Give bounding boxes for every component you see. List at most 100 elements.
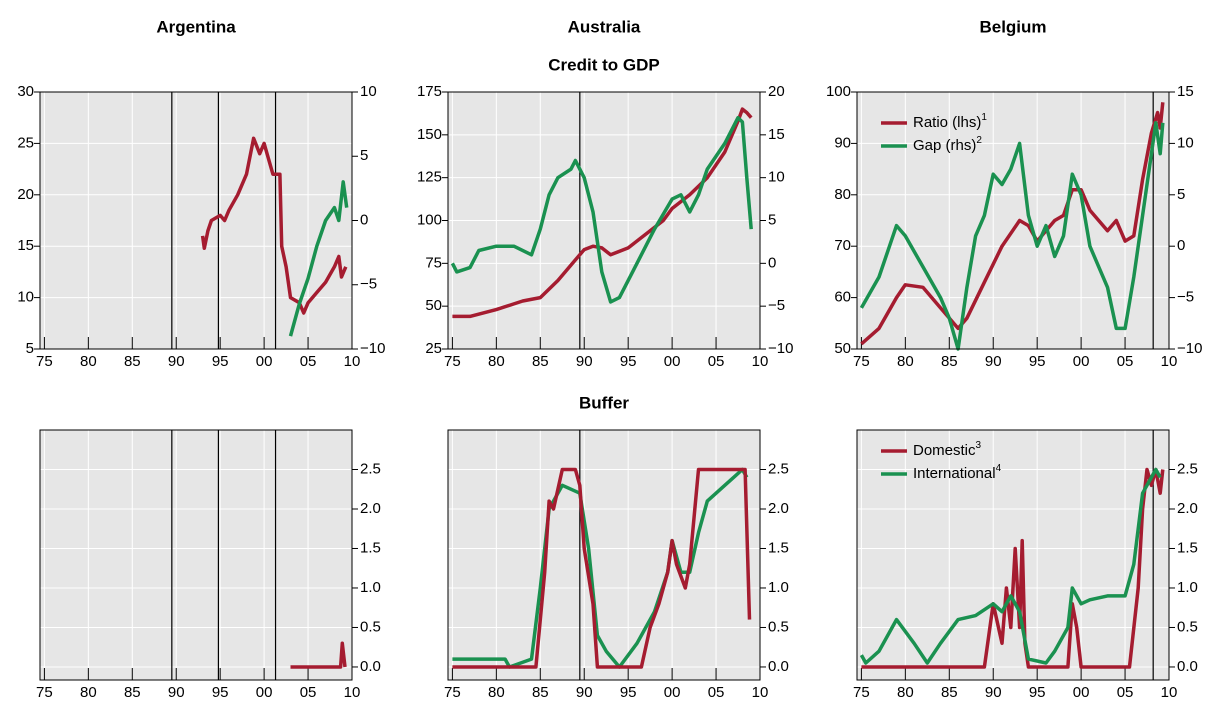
x-tick-label: 10: [752, 353, 769, 370]
x-tick-label: 80: [897, 684, 914, 701]
plot-area: [857, 92, 1169, 349]
y2-tick-label: 0: [360, 211, 368, 228]
x-tick-label: 85: [941, 684, 958, 701]
x-tick-label: 00: [256, 353, 273, 370]
x-tick-label: 00: [664, 684, 681, 701]
y2-tick-label: −5: [1177, 289, 1194, 306]
x-tick-label: 10: [344, 684, 361, 701]
x-tick-label: 75: [36, 353, 53, 370]
y2-tick-label: 1.0: [768, 579, 789, 596]
x-tick-label: 05: [708, 684, 725, 701]
x-tick-label: 05: [1117, 353, 1134, 370]
y2-tick-label: 2.0: [768, 500, 789, 517]
legend-label: Gap (rhs)2: [913, 135, 982, 154]
x-tick-label: 00: [1073, 353, 1090, 370]
x-tick-label: 05: [300, 684, 317, 701]
y-tick-label: 50: [834, 340, 851, 357]
y-tick-label: 10: [17, 289, 34, 306]
y-tick-label: 25: [425, 340, 442, 357]
series-line: [450, 115, 753, 304]
legend-label: Domestic3: [913, 440, 982, 459]
y2-tick-label: 2.5: [360, 460, 381, 477]
y2-tick-label: 0: [1177, 237, 1185, 254]
x-tick-label: 80: [488, 353, 505, 370]
x-tick-label: 95: [1029, 684, 1046, 701]
y-tick-label: 150: [417, 126, 442, 143]
plot-frame: [856, 91, 1170, 350]
x-tick-label: 05: [708, 353, 725, 370]
y2-tick-label: 10: [1177, 134, 1194, 151]
y-tick-label: 100: [826, 83, 851, 100]
x-tick-label: 10: [1161, 353, 1178, 370]
plot-frame: [447, 429, 761, 681]
column-title: Argentina: [156, 17, 236, 36]
y2-tick-label: 15: [1177, 83, 1194, 100]
y2-tick-label: 2.5: [768, 460, 789, 477]
x-tick-label: 10: [1161, 684, 1178, 701]
plot-area: [40, 430, 352, 680]
y2-tick-label: 1.5: [360, 539, 381, 556]
y-tick-label: 175: [417, 83, 442, 100]
y-tick-label: 100: [417, 211, 442, 228]
y2-tick-label: 1.5: [768, 539, 789, 556]
x-tick-label: 75: [36, 684, 53, 701]
y2-tick-label: 1.5: [1177, 539, 1198, 556]
y2-tick-label: −5: [360, 276, 377, 293]
x-tick-label: 90: [985, 353, 1002, 370]
y-tick-label: 90: [834, 134, 851, 151]
legend-name: International: [913, 465, 996, 482]
y2-tick-label: 1.0: [360, 579, 381, 596]
plot-area: [448, 430, 760, 680]
plot-frame: [856, 429, 1170, 681]
x-tick-label: 90: [985, 684, 1002, 701]
y2-tick-label: 5: [1177, 186, 1185, 203]
y-tick-label: 70: [834, 237, 851, 254]
x-tick-label: 95: [1029, 353, 1046, 370]
y-tick-label: 75: [425, 254, 442, 271]
y-tick-label: 20: [17, 186, 34, 203]
x-tick-label: 90: [576, 353, 593, 370]
x-tick-label: 90: [576, 684, 593, 701]
column-title: Australia: [568, 17, 641, 36]
y2-tick-label: 20: [768, 83, 785, 100]
x-tick-label: 95: [212, 353, 229, 370]
y2-tick-label: 0.5: [768, 618, 789, 635]
series-line: [859, 467, 1162, 665]
x-tick-label: 85: [124, 353, 141, 370]
x-tick-label: 85: [941, 353, 958, 370]
y2-tick-label: 0.0: [1177, 658, 1198, 675]
series-line: [452, 107, 753, 319]
y-tick-label: 5: [26, 340, 34, 357]
legend-note: 3: [976, 440, 982, 451]
x-tick-label: 95: [620, 684, 637, 701]
y2-tick-label: 0.0: [360, 658, 381, 675]
x-tick-label: 80: [80, 684, 97, 701]
y2-tick-label: 15: [768, 126, 785, 143]
y2-tick-label: 0.5: [1177, 618, 1198, 635]
y2-tick-label: 2.0: [1177, 500, 1198, 517]
x-tick-label: 85: [532, 353, 549, 370]
y2-tick-label: −10: [1177, 340, 1202, 357]
y2-tick-label: 5: [360, 147, 368, 164]
y-tick-label: 60: [834, 289, 851, 306]
y2-tick-label: 0: [768, 254, 776, 271]
x-tick-label: 00: [664, 353, 681, 370]
y2-tick-label: 2.0: [360, 500, 381, 517]
x-tick-label: 75: [444, 353, 461, 370]
x-tick-label: 05: [1117, 684, 1134, 701]
x-tick-label: 95: [620, 353, 637, 370]
x-tick-label: 95: [212, 684, 229, 701]
x-tick-label: 90: [168, 684, 185, 701]
x-tick-label: 10: [752, 684, 769, 701]
legend-note: 4: [996, 463, 1002, 474]
x-tick-label: 05: [300, 353, 317, 370]
y2-tick-label: −5: [768, 297, 785, 314]
legend-label: International4: [913, 463, 1002, 482]
y-tick-label: 15: [17, 237, 34, 254]
plot-frame: [447, 91, 761, 350]
x-tick-label: 75: [853, 353, 870, 370]
x-tick-label: 80: [897, 353, 914, 370]
legend-label: Ratio (lhs)1: [913, 112, 987, 131]
y2-tick-label: 2.5: [1177, 460, 1198, 477]
legend-name: Gap (rhs): [913, 137, 976, 154]
